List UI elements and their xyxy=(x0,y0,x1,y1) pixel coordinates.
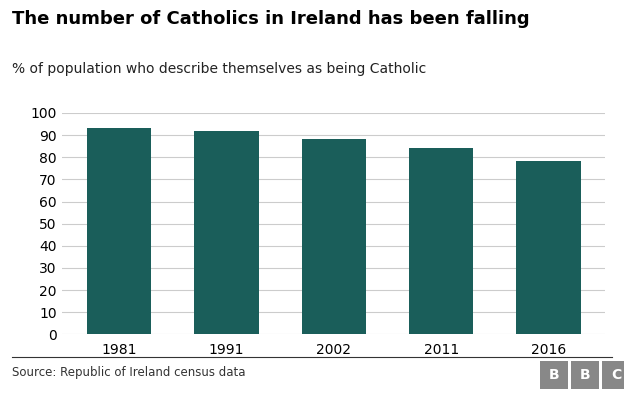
Text: % of population who describe themselves as being Catholic: % of population who describe themselves … xyxy=(12,62,427,77)
Text: C: C xyxy=(611,368,622,382)
Text: B: B xyxy=(548,368,559,382)
Text: B: B xyxy=(580,368,590,382)
Text: Source: Republic of Ireland census data: Source: Republic of Ireland census data xyxy=(12,366,246,379)
Bar xyxy=(409,148,474,334)
Bar xyxy=(516,161,580,334)
Bar xyxy=(194,131,259,334)
Bar xyxy=(301,139,366,334)
Text: The number of Catholics in Ireland has been falling: The number of Catholics in Ireland has b… xyxy=(12,10,530,28)
Bar xyxy=(87,128,152,334)
